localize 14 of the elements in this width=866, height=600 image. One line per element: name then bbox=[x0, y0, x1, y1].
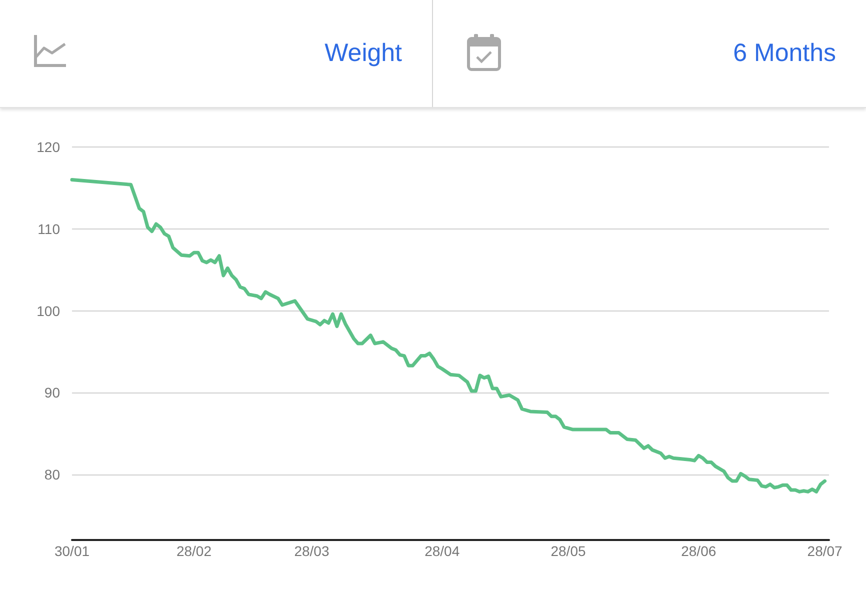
y-tick-label: 80 bbox=[44, 466, 60, 482]
y-tick-label: 100 bbox=[36, 302, 60, 319]
x-tick-label: 28/04 bbox=[424, 543, 460, 559]
x-tick-label: 28/05 bbox=[550, 543, 586, 559]
y-tick-label: 110 bbox=[38, 220, 60, 237]
x-tick-label: 30/01 bbox=[54, 543, 90, 559]
x-tick-label: 28/03 bbox=[294, 543, 330, 559]
x-tick-label: 28/06 bbox=[681, 543, 716, 559]
x-tick-label: 28/02 bbox=[176, 543, 212, 559]
y-tick-label: 120 bbox=[36, 139, 60, 155]
y-tick-label: 90 bbox=[44, 384, 60, 401]
x-tick-label: 28/07 bbox=[807, 543, 843, 559]
chart-title: Weight bbox=[324, 38, 402, 69]
chart-subtitle: 6 Months bbox=[733, 38, 836, 69]
